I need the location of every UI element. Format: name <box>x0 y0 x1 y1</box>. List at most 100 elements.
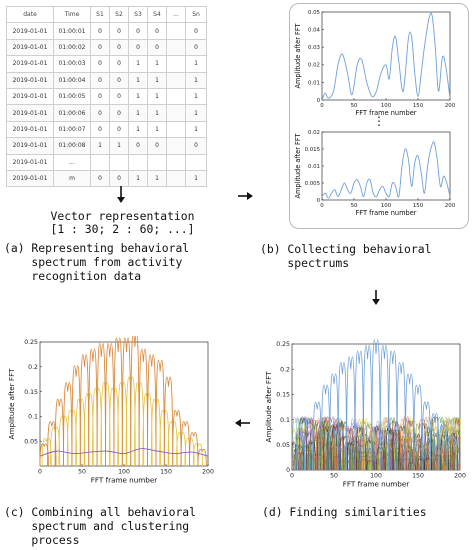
background-spectrum-lobe <box>443 435 452 471</box>
y-tick-label: 0.1 <box>28 414 38 421</box>
table-cell: 01:00:08 <box>53 137 91 155</box>
background-spectrum-lobe <box>319 421 328 471</box>
orange-spectrum-lobe <box>88 348 98 467</box>
background-spectrum-lobe <box>449 418 458 471</box>
y-tick-label: 0 <box>317 98 321 104</box>
table-cell: 0 <box>90 38 110 57</box>
col-sn: Sn <box>185 5 207 24</box>
table-cell: 1 <box>128 104 148 122</box>
col-time: Time <box>53 5 91 24</box>
vector-title: Vector representation <box>50 209 195 223</box>
x-tick-label: 200 <box>454 473 466 480</box>
table-cell: 1 <box>128 120 148 139</box>
y-tick-label: 0.015 <box>305 147 320 153</box>
table-cell: 01:00:06 <box>53 104 91 122</box>
orange-spectrum-lobe <box>138 348 148 467</box>
table-cell: 0 <box>109 87 129 106</box>
right-arrow-icon <box>238 192 253 200</box>
background-spectrum-lobe <box>399 436 408 471</box>
y-tick-label: 0.25 <box>24 339 38 346</box>
table-cell: 0 <box>109 169 129 188</box>
background-spectrum-lobe <box>404 432 413 471</box>
x-axis-label: FFT frame number <box>343 479 410 488</box>
x-tick-label: 200 <box>202 469 214 476</box>
table-cell: 0 <box>109 120 129 139</box>
table-cell <box>147 153 167 171</box>
background-spectrum-lobe <box>408 455 417 471</box>
background-spectrum-lobe <box>412 434 421 471</box>
background-spectrum-lobe <box>374 451 384 471</box>
y-tick-label: 0.03 <box>308 45 320 51</box>
table-cell: 1 <box>147 71 167 89</box>
table-cell: 0 <box>90 55 110 73</box>
table-cell: 2019-01-01 <box>6 22 54 40</box>
y-tick-label: 0.01 <box>308 80 320 86</box>
background-spectrum-lobe <box>316 417 325 471</box>
background-spectrum-lobe <box>435 446 444 471</box>
table-cell <box>166 137 186 155</box>
table-cell: 01:00:02 <box>53 38 91 57</box>
blue-spectrum-lobe <box>363 345 373 471</box>
blue-spectrum-lobe <box>337 362 347 471</box>
table-cell <box>166 153 186 171</box>
table-cell: 1 <box>185 71 207 89</box>
background-spectrum-lobe <box>313 440 322 471</box>
table-cell: 2019-01-01 <box>6 169 54 188</box>
col-ellipsis: ... <box>166 5 186 24</box>
x-tick-label: 100 <box>370 473 382 480</box>
y-tick-label: 0.01 <box>308 164 320 170</box>
table-row: 2019-01-01 01:00:07 0 0 1 1 1 <box>6 120 207 139</box>
background-spectrum-lobe <box>370 438 379 471</box>
table-cell: 0 <box>128 22 148 40</box>
background-spectrum-lobe <box>377 447 386 471</box>
blue-spectrum-lobe <box>396 362 406 471</box>
background-spectrum-lobe <box>299 416 308 471</box>
table-cell: 0 <box>90 120 110 139</box>
caption-b: (b) Collecting behavioral spectrums <box>260 242 432 270</box>
background-spectrum-lobe <box>434 454 443 471</box>
background-spectrum-lobe <box>324 425 333 471</box>
background-spectrum-lobe <box>368 457 377 471</box>
table-cell: 2019-01-01 <box>6 71 54 89</box>
background-spectrum-lobe <box>294 444 303 471</box>
table-cell <box>166 22 186 40</box>
table-cell: 1 <box>147 104 167 122</box>
table-cell: 0 <box>90 104 110 122</box>
y-axis-label: Amplitude after FFT <box>7 368 16 440</box>
blue-spectrum-lobe <box>371 339 381 471</box>
background-spectrum-lobe <box>383 425 392 471</box>
x-tick-label: 200 <box>445 203 456 209</box>
table-cell: 2019-01-01 <box>6 55 54 73</box>
table-cell: 0 <box>109 22 129 40</box>
table-cell <box>185 153 207 171</box>
background-spectrum-lobe <box>427 456 436 471</box>
table-cell: 0 <box>109 71 129 89</box>
blue-spectrum-lobe <box>447 435 457 471</box>
background-spectrum-lobe <box>357 443 366 471</box>
y-tick-label: 0.15 <box>24 389 38 396</box>
down-arrow-icon <box>372 290 380 305</box>
x-tick-label: 100 <box>381 103 392 109</box>
col-s1: S1 <box>90 5 110 24</box>
table-cell: 01:00:05 <box>53 87 91 106</box>
x-tick-label: 50 <box>351 203 358 209</box>
col-s4: S4 <box>147 5 167 24</box>
table-row: 2019-01-01 01:00:02 0 0 0 0 0 <box>6 38 207 57</box>
y-tick-label: 0 <box>286 467 290 474</box>
orange-spectrum-lobe <box>180 421 190 467</box>
background-spectrum-lobe <box>365 423 374 471</box>
x-tick-label: 50 <box>351 103 358 109</box>
background-spectrum-lobe <box>374 425 383 471</box>
x-tick-label: 100 <box>381 203 392 209</box>
background-spectrum-lobe <box>360 458 369 471</box>
plot-frame <box>39 341 209 467</box>
down-arrow-icon <box>117 186 125 203</box>
y-axis-label: Amplitude after FFT <box>294 22 302 88</box>
y-axis-label: Amplitude after FFT <box>264 371 273 443</box>
background-spectrum-lobe <box>428 419 437 471</box>
y-tick-label: 0 <box>317 198 321 204</box>
caption-d: (d) Finding similarities <box>262 505 427 519</box>
table-cell: 1 <box>185 87 207 106</box>
table-cell: 2019-01-01 <box>6 120 54 139</box>
x-axis-label: FFT frame number <box>356 109 417 117</box>
